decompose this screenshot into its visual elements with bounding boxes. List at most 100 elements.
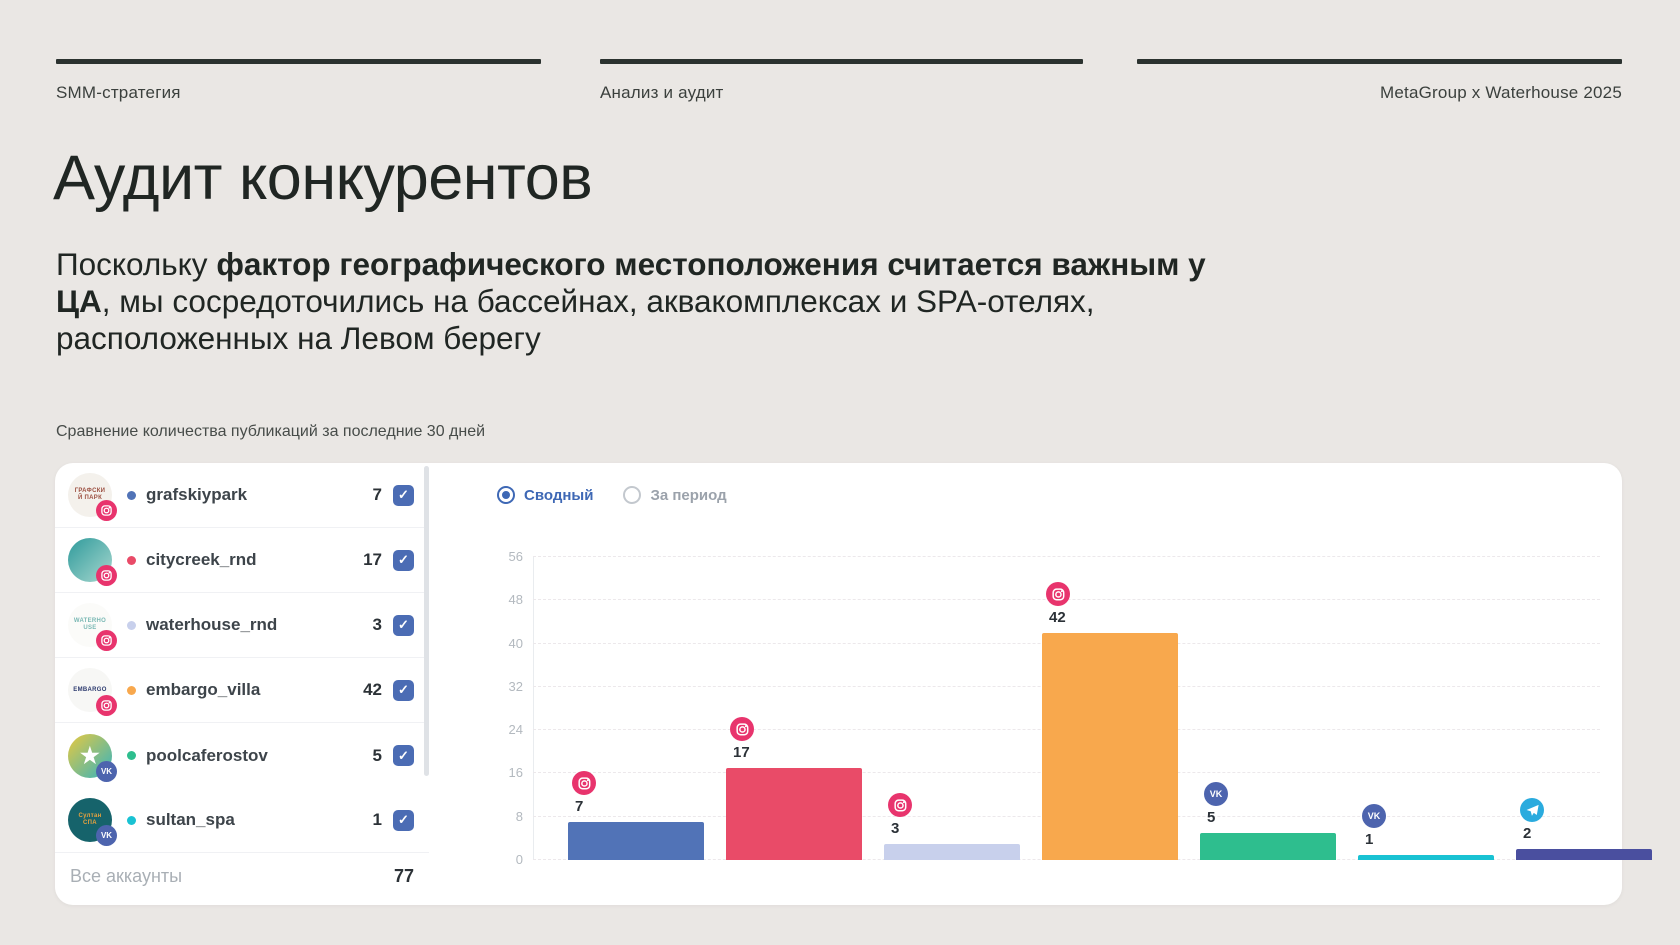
bar[interactable] <box>1516 849 1652 860</box>
bar-value-label: 5 <box>1207 809 1216 826</box>
radio-unselected-icon <box>623 486 642 504</box>
bar-group-telegram-account: 2 <box>1516 798 1652 860</box>
instagram-badge <box>730 717 754 741</box>
bar[interactable] <box>726 768 862 860</box>
header-col-2: Анализ и аудит <box>600 59 1083 103</box>
account-post-count: 17 <box>363 550 382 569</box>
radio-period[interactable]: За период <box>623 486 727 504</box>
bar-group-sultan_spa: VK 1 <box>1358 804 1494 860</box>
bar-value-label: 1 <box>1365 831 1374 848</box>
header-col-1: SMM-стратегия <box>56 59 541 103</box>
avatar: EMBARGO <box>68 668 117 716</box>
subtitle-normal-2: , мы сосредоточились на бассейнах, аквак… <box>56 283 1095 356</box>
account-post-count: 3 <box>372 615 382 634</box>
y-tick-label: 56 <box>508 549 523 564</box>
avatar-label: WATERHOUSE <box>73 618 107 631</box>
avatar-label: ★ <box>79 742 101 768</box>
instagram-icon <box>1051 587 1065 601</box>
radio-summary[interactable]: Сводный <box>497 486 593 504</box>
bar-group-embargo_villa: 42 <box>1042 582 1178 860</box>
vk-badge: VK <box>96 825 117 846</box>
y-tick-label: 0 <box>515 852 523 867</box>
bar-group-poolcaferostov: VK 5 <box>1200 782 1336 860</box>
series-color-dot <box>127 815 136 825</box>
account-post-count: 42 <box>363 680 382 699</box>
subtitle-bold: фактор географического местоположения сч… <box>56 246 1206 319</box>
subtitle-normal-1: Поскольку <box>56 246 217 282</box>
bar[interactable] <box>1358 855 1494 860</box>
radio-period-label: За период <box>650 486 727 504</box>
account-checkbox[interactable]: ✓ <box>393 614 414 636</box>
y-tick-label: 48 <box>508 592 523 608</box>
header-rule <box>56 59 541 64</box>
account-name: waterhouse_rnd <box>146 615 278 634</box>
y-tick-label: 8 <box>515 808 523 824</box>
account-name: poolcaferostov <box>146 745 268 765</box>
bar-group-citycreek_rnd: 17 <box>726 717 862 860</box>
instagram-icon <box>577 776 591 790</box>
account-row-citycreek_rnd: citycreek_rnd 17 ✓ <box>55 528 429 593</box>
accounts-total-label: Все аккаунты <box>70 866 183 886</box>
account-list: ГРАФСКИЙ ПАРК grafskiypark 7 ✓ citycreek… <box>55 463 429 905</box>
analytics-panel: ГРАФСКИЙ ПАРК grafskiypark 7 ✓ citycreek… <box>55 463 1652 905</box>
account-row-poolcaferostov: ★ VK poolcaferostov 5 ✓ <box>55 723 429 788</box>
account-checkbox[interactable]: ✓ <box>393 745 414 766</box>
bar-group-grafskiypark: 7 <box>568 771 704 860</box>
chart-area: Сводный За период 0 8 16 24 32 40 48 56 7 17 3 <box>429 463 1652 905</box>
y-tick-label: 24 <box>508 722 523 738</box>
header-col-3: MetaGroup x Waterhouse 2025 <box>1137 59 1622 103</box>
telegram-badge <box>1520 798 1544 822</box>
accounts-total-value: 77 <box>393 866 414 886</box>
header-label-section: Анализ и аудит <box>600 83 724 102</box>
list-scrollbar[interactable] <box>424 466 429 776</box>
account-checkbox[interactable]: ✓ <box>393 679 414 701</box>
avatar: WATERHOUSE <box>68 603 117 651</box>
y-tick-label: 16 <box>508 765 523 781</box>
header-label-brand: MetaGroup x Waterhouse 2025 <box>1380 83 1622 102</box>
bar-value-label: 42 <box>1049 609 1066 626</box>
account-name: grafskiypark <box>146 485 248 504</box>
instagram-badge <box>888 793 912 817</box>
series-color-dot <box>127 685 136 695</box>
series-color-dot <box>127 751 136 760</box>
vk-icon: VK <box>100 831 113 840</box>
account-name: sultan_spa <box>146 810 235 829</box>
telegram-icon <box>1526 804 1539 816</box>
instagram-badge <box>96 500 117 521</box>
account-checkbox[interactable]: ✓ <box>393 484 414 506</box>
bar[interactable] <box>884 844 1020 860</box>
y-tick-label: 32 <box>508 678 523 694</box>
account-post-count: 1 <box>372 810 382 829</box>
instagram-badge <box>572 771 596 795</box>
avatar-label: EMBARGO <box>73 686 107 693</box>
avatar-label: ГРАФСКИЙ ПАРК <box>74 488 106 501</box>
avatar: Султан СПА VK <box>68 798 117 846</box>
series-color-dot <box>127 620 136 630</box>
radio-selected-icon <box>497 486 515 504</box>
instagram-icon <box>893 798 907 812</box>
instagram-icon <box>101 635 112 646</box>
bar[interactable] <box>1200 833 1336 860</box>
account-row-sultan_spa: Султан СПА VK sultan_spa 1 ✓ <box>55 788 429 853</box>
header-label-strategy: SMM-стратегия <box>56 83 181 102</box>
vk-icon: VK <box>100 766 113 776</box>
instagram-badge <box>96 630 117 651</box>
series-color-dot <box>127 555 136 565</box>
bar[interactable] <box>1042 633 1178 860</box>
account-post-count: 5 <box>372 745 382 765</box>
header-rule <box>1137 59 1622 64</box>
instagram-badge <box>96 695 117 716</box>
avatar: ГРАФСКИЙ ПАРК <box>68 473 117 521</box>
account-checkbox[interactable]: ✓ <box>393 809 414 831</box>
instagram-badge <box>1046 582 1070 606</box>
instagram-icon <box>101 700 112 711</box>
bar-value-label: 2 <box>1523 825 1532 842</box>
vk-badge: VK <box>1362 804 1386 828</box>
bar[interactable] <box>568 822 704 860</box>
account-name: embargo_villa <box>146 680 261 699</box>
account-checkbox[interactable]: ✓ <box>393 549 414 571</box>
avatar: ★ VK <box>68 733 117 782</box>
page-title: Аудит конкурентов <box>53 143 593 213</box>
header-rule <box>600 59 1083 64</box>
